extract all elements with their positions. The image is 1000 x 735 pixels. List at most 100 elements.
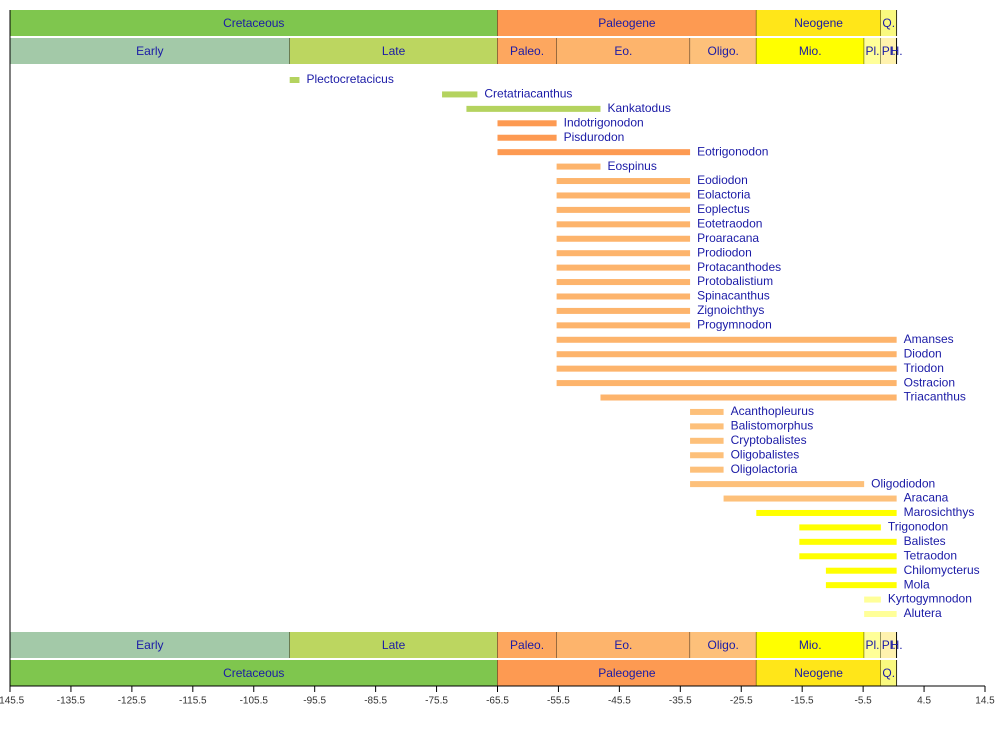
epoch-label: Mio. (799, 638, 822, 652)
period-band (497, 10, 757, 36)
epoch-label: Pl. (882, 44, 896, 58)
range-bar (556, 322, 691, 329)
range-bar (556, 293, 691, 300)
range-bar (556, 365, 897, 372)
period-band (756, 660, 881, 686)
epoch-label: Paleo. (510, 44, 544, 58)
x-tick-label: -25.5 (730, 696, 753, 707)
range-bar (556, 206, 691, 213)
taxon-label: Acanthopleurus (731, 404, 814, 418)
x-tick-label: 4.5 (917, 696, 931, 707)
range-bar (556, 336, 897, 343)
range-bar (556, 178, 691, 185)
epoch-label: Paleo. (510, 638, 544, 652)
taxon-label: Cryptobalistes (731, 433, 807, 447)
taxon-label: Balistes (904, 534, 946, 548)
taxon-label: Pisdurodon (564, 130, 625, 144)
range-bar (556, 163, 601, 170)
range-bar (690, 423, 724, 430)
epoch-band (864, 632, 881, 658)
epoch-band (10, 38, 290, 64)
epoch-label: Oligo. (708, 44, 739, 58)
epoch-band (880, 632, 897, 658)
range-bar (556, 307, 691, 314)
taxon-label: Triacanthus (904, 390, 966, 404)
x-tick-label: -145.5 (0, 696, 25, 707)
taxon-label: Chilomycterus (904, 563, 980, 577)
taxon-label: Eospinus (607, 159, 656, 173)
epoch-band (289, 632, 498, 658)
taxon-label: Prodiodon (697, 245, 752, 259)
period-band (10, 660, 498, 686)
range-bar (556, 235, 691, 242)
epoch-label: Late (382, 638, 406, 652)
period-band (756, 10, 881, 36)
x-tick-label: -125.5 (118, 696, 147, 707)
range-bar (690, 437, 724, 444)
period-band (880, 660, 897, 686)
taxon-label: Proaracana (697, 231, 759, 245)
range-bar (690, 408, 724, 415)
x-tick-label: -105.5 (240, 696, 269, 707)
range-bar (723, 495, 897, 502)
x-tick-label: -15.5 (791, 696, 814, 707)
range-bar (556, 264, 691, 271)
epoch-band (690, 632, 757, 658)
range-bar (556, 380, 897, 387)
range-bar (497, 134, 557, 141)
taxon-label: Diodon (904, 346, 942, 360)
x-tick-label: -35.5 (669, 696, 692, 707)
taxon-label: Balistomorphus (731, 419, 814, 433)
range-bar (442, 91, 478, 98)
taxon-label: Eoplectus (697, 202, 750, 216)
x-tick-label: -95.5 (303, 696, 326, 707)
epoch-label: H. (891, 638, 903, 652)
epoch-band (756, 38, 865, 64)
taxon-label: Aracana (904, 491, 949, 505)
taxon-label: Amanses (904, 332, 954, 346)
taxon-label: Tetraodon (904, 548, 957, 562)
epoch-band (756, 632, 865, 658)
period-band (880, 10, 897, 36)
range-bar (825, 567, 897, 574)
range-bar (556, 221, 691, 228)
range-bar (556, 192, 691, 199)
taxon-label: Alutera (904, 606, 942, 620)
taxon-label: Triodon (904, 361, 944, 375)
epoch-label: H. (891, 44, 903, 58)
range-bar (289, 77, 300, 83)
epoch-band (497, 632, 557, 658)
x-tick-label: -135.5 (57, 696, 86, 707)
epoch-band (497, 38, 557, 64)
epoch-band (10, 632, 290, 658)
range-bar (799, 524, 881, 531)
period-label: Neogene (794, 666, 843, 680)
epoch-label: Early (136, 44, 163, 58)
taxon-label: Progymnodon (697, 318, 772, 332)
range-bar (690, 452, 724, 459)
range-bar (864, 611, 897, 617)
x-tick-label: -115.5 (179, 696, 207, 707)
range-bar (756, 509, 897, 516)
taxon-label: Protobalistium (697, 274, 773, 288)
taxon-label: Eotetraodon (697, 216, 762, 230)
epoch-label: Eo. (614, 638, 632, 652)
range-bar (690, 481, 865, 488)
taxon-label: Indotrigonodon (564, 115, 644, 129)
x-tick-label: -55.5 (547, 696, 570, 707)
epoch-band (864, 38, 881, 64)
taxon-label: Oligodiodon (871, 476, 935, 490)
epoch-label: Oligo. (708, 638, 739, 652)
period-label: Neogene (794, 16, 843, 30)
x-tick-label: -45.5 (608, 696, 631, 707)
period-label: Cretaceous (223, 16, 284, 30)
epoch-label: Mio. (799, 44, 822, 58)
period-label: Paleogene (598, 666, 656, 680)
range-bar (556, 279, 691, 286)
taxon-label: Cretatriacanthus (484, 87, 572, 101)
range-bar (600, 394, 897, 401)
range-bar (497, 149, 691, 156)
epoch-label: Eo. (614, 44, 632, 58)
range-bar (556, 250, 691, 257)
